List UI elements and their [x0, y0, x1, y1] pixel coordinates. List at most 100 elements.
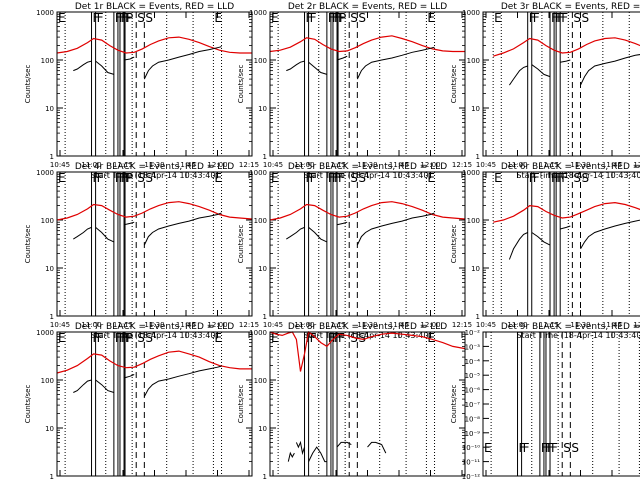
x-tick-label: 10:45	[50, 161, 70, 169]
lld-series-line	[269, 330, 466, 372]
x-tick-label: 12:15	[452, 321, 472, 329]
lld-series-line	[56, 201, 253, 221]
marker-label: F	[555, 171, 562, 185]
marker-label: S	[358, 11, 366, 25]
y-tick-label: 10⁻⁹	[465, 430, 481, 438]
x-tick-label: 12:00	[420, 161, 440, 169]
x-tick-label: 11:15	[113, 321, 133, 329]
y-tick-label: 1	[263, 153, 267, 161]
marker-label: F	[561, 171, 568, 185]
marker-label: F	[338, 171, 345, 185]
events-series-line	[336, 441, 352, 448]
marker-label: F	[561, 11, 568, 25]
events-series-line	[95, 379, 115, 393]
marker-label: E	[214, 171, 222, 185]
x-tick-label: 11:45	[602, 161, 622, 169]
plot-frame	[482, 171, 640, 317]
x-tick-label: 11:15	[113, 161, 133, 169]
y-tick-label: 10	[471, 265, 480, 273]
lld-series-line	[493, 201, 640, 223]
x-tick-label: 12:15	[239, 161, 259, 169]
lld-series-line	[56, 350, 252, 374]
chart-title: Det 7r BLACK = Events, RED = LLD	[75, 322, 234, 332]
y-tick-label: 1	[476, 313, 480, 321]
events-series-line	[308, 446, 327, 463]
y-axis-label: Counts/sec	[450, 225, 458, 264]
x-tick-label: 11:15	[326, 321, 346, 329]
chart-panel-2: Det 2r BLACK = Events, RED = LLD Counts/s…	[237, 2, 472, 180]
events-series-line	[95, 60, 115, 75]
marker-label: E	[427, 331, 435, 345]
marker-label: E	[58, 11, 66, 25]
x-tick-label: 12:00	[207, 161, 227, 169]
y-tick-label: 10	[258, 105, 267, 113]
marker-label: S	[571, 441, 579, 455]
lld-series-line	[269, 35, 465, 53]
x-tick-label: 11:15	[326, 161, 346, 169]
marker-label: F	[97, 11, 104, 25]
marker-label: S	[350, 171, 358, 185]
events-series-line	[143, 365, 222, 397]
y-tick-label: 100	[41, 57, 54, 65]
marker-label: F	[310, 11, 317, 25]
events-series-line	[73, 379, 92, 393]
marker-label: S	[563, 441, 571, 455]
chart-title: Det 3r BLACK = Events, RED = LLD	[501, 2, 640, 12]
marker-label: E	[494, 11, 502, 25]
marker-label: E	[271, 11, 279, 25]
events-series-line	[560, 59, 571, 63]
x-tick-label: 10:45	[476, 161, 496, 169]
chart-title: Det 5r BLACK = Events, RED = LLD	[288, 162, 447, 172]
events-series-line	[143, 212, 222, 246]
y-tick-label: 100	[467, 57, 480, 65]
y-tick-label: 10⁻¹⁰	[462, 444, 480, 452]
marker-label: S	[137, 171, 145, 185]
y-tick-label: 1	[263, 313, 267, 321]
y-tick-label: 1000	[462, 169, 480, 177]
x-tick-label: 11:45	[176, 161, 196, 169]
x-tick-label: 10:45	[263, 161, 283, 169]
events-series-line	[308, 227, 328, 243]
chart-panel-8: Det 8r BLACK = Events, RED = LLD Counts/s…	[237, 322, 466, 480]
marker-label: F	[533, 171, 540, 185]
y-tick-label: 10	[471, 105, 480, 113]
x-tick-label: 11:15	[539, 321, 559, 329]
y-tick-label: 1000	[462, 9, 480, 17]
marker-label: F	[125, 331, 132, 345]
chart-title: Det 2r BLACK = Events, RED = LLD	[288, 2, 447, 12]
events-series-line	[336, 221, 348, 226]
y-tick-label: 10⁻¹²	[462, 473, 480, 480]
marker-label: F	[125, 171, 132, 185]
plot-frame	[482, 11, 640, 157]
plot-frame	[269, 11, 466, 157]
events-series-line	[73, 60, 92, 72]
events-series-line	[123, 56, 135, 61]
y-tick-label: 100	[467, 217, 480, 225]
marker-label: E	[214, 11, 222, 25]
marker-label: F	[119, 171, 126, 185]
y-tick-label: 10⁻³	[465, 343, 481, 351]
x-tick-label: 11:45	[176, 321, 196, 329]
marker-label: F	[332, 171, 339, 185]
x-tick-label: 11:00	[294, 161, 314, 169]
x-tick-label: 12:00	[633, 321, 640, 329]
x-tick-label: 11:00	[294, 321, 314, 329]
x-tick-label: 11:30	[570, 321, 590, 329]
x-tick-label: 11:30	[144, 161, 164, 169]
marker-label: F	[533, 11, 540, 25]
x-tick-label: 10:45	[476, 321, 496, 329]
x-tick-label: 11:00	[507, 161, 527, 169]
events-series-line	[580, 54, 640, 86]
marker-label: E	[214, 331, 222, 345]
marker-label: S	[350, 11, 358, 25]
marker-label: E	[271, 331, 279, 345]
marker-label: F	[338, 331, 345, 345]
marker-label: S	[145, 171, 153, 185]
x-tick-label: 11:30	[357, 161, 377, 169]
y-axis-label: Counts/sec	[24, 65, 32, 104]
x-axis-label: Start Time (18-Apr-14 10:43:40)	[516, 331, 640, 340]
marker-label: F	[119, 11, 126, 25]
y-axis-label: Counts/sec	[24, 225, 32, 264]
y-tick-label: 10	[258, 425, 267, 433]
